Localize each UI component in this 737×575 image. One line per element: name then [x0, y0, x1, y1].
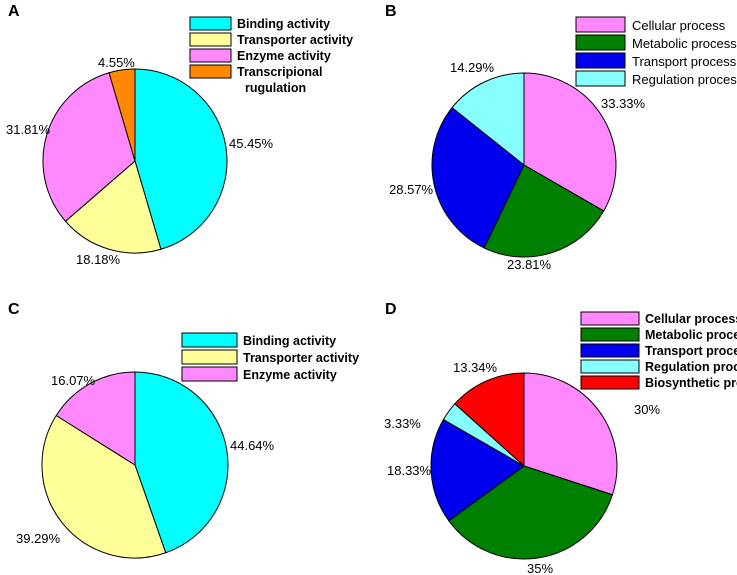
- slice-label-transporter-activity: 18.18%: [76, 252, 121, 267]
- legend: Binding activity Transporter activity Enzy…: [189, 16, 353, 95]
- legend-item-binding-activity: Binding activity: [189, 16, 330, 31]
- legend: Cellular process Metabolic process Transpo…: [580, 311, 737, 390]
- legend-label: Metabolic process: [645, 328, 737, 342]
- slice-label-enzyme-activity: 31.81%: [6, 122, 51, 137]
- pie-slice-cellular-process: [523, 72, 617, 212]
- legend-item-metabolic-process: Metabolic process: [575, 34, 737, 51]
- legend-swatch: [575, 16, 626, 33]
- legend-item-enzyme-activity: Enzyme activity: [189, 48, 331, 63]
- legend-label: rugulation: [245, 81, 306, 95]
- slice-label-metabolic-process: 35%: [527, 561, 553, 575]
- legend-label: Metabolic process: [632, 36, 737, 51]
- legend-label: Regulation process: [632, 72, 737, 87]
- pie-slice-metabolic-process: [448, 465, 614, 560]
- pie-slice-transport-process: [431, 106, 525, 249]
- slice-label-transport-process: 28.57%: [389, 182, 434, 197]
- legend-swatch: [580, 375, 640, 390]
- slice-label-enzyme-activity: 16.07%: [51, 373, 96, 388]
- legend-label: Binding activity: [237, 17, 330, 31]
- legend-swatch: [580, 359, 640, 374]
- legend-swatch: [181, 366, 238, 382]
- legend-item-metabolic-process: Metabolic process: [580, 327, 737, 342]
- legend-swatch: [575, 52, 626, 69]
- slice-label-metabolic-process: 23.81%: [507, 257, 552, 272]
- slice-label-cellular-process: 30%: [634, 402, 660, 417]
- legend-item-transporter-activity: Transporter activity: [181, 349, 359, 365]
- pie-slice-binding-activity: [134, 68, 228, 250]
- slice-label-regulation-process: 14.29%: [450, 60, 495, 75]
- legend-swatch: [189, 16, 232, 31]
- legend-label: Transport process: [632, 54, 737, 69]
- pie-slice-transcripional-rugulation: [108, 68, 136, 162]
- pie-slice-binding-activity: [134, 371, 229, 554]
- slice-label-transporter-activity: 39.29%: [16, 531, 61, 546]
- legend-item-transporter-activity: Transporter activity: [189, 32, 353, 47]
- legend-label: Biosynthetic process: [645, 376, 737, 390]
- legend-item-cellular-process: Cellular process: [575, 16, 726, 33]
- legend-label: Binding activity: [243, 334, 336, 348]
- pie-chart-a: A 45.45% 18.18% 31.81% 4.55% Binding activity…: [6, 3, 353, 267]
- legend-item-regulation-process: Regulation process: [575, 70, 737, 87]
- legend-item-binding-activity: Binding activity: [181, 332, 336, 348]
- legend-label: Cellular process: [645, 312, 737, 326]
- legend-swatch: [580, 343, 640, 358]
- legend-item-cellular-process: Cellular process: [580, 311, 737, 326]
- slice-label-binding-activity: 45.45%: [229, 136, 274, 151]
- legend-item-transport-process: Transport process: [575, 52, 737, 69]
- legend-swatch: [580, 311, 640, 326]
- pie-slice-regulation-process: [451, 72, 525, 167]
- legend-label: Cellular process: [632, 18, 726, 33]
- legend-swatch: [181, 332, 238, 348]
- panel-label-b: B: [385, 3, 397, 20]
- pie-slice-transporter-activity: [41, 414, 167, 559]
- panel-label-d: D: [385, 301, 397, 318]
- legend-swatch: [575, 34, 626, 51]
- legend-label: Regulation process: [645, 360, 737, 374]
- legend-label: Transport process: [645, 344, 737, 358]
- pie-slice-transporter-activity: [64, 160, 162, 254]
- pie-slice-transport-process: [430, 418, 525, 522]
- pie-slice-biosynthetic-process: [454, 372, 525, 468]
- pie-slice-metabolic-process: [483, 164, 605, 258]
- legend-item-transcripional-rugulation: Transcripional rugulation: [189, 64, 322, 95]
- legend: Binding activity Transporter activity Enzy…: [181, 332, 359, 382]
- slice-label-transport-process: 18.33%: [387, 463, 432, 478]
- slice-label-biosynthetic-process: 13.34%: [453, 360, 498, 375]
- panel-label-c: C: [8, 301, 20, 318]
- legend-item-enzyme-activity: Enzyme activity: [181, 366, 337, 382]
- pie-chart-d: D 30% 35% 18.33% 3.33% 13.34% Cellular process…: [384, 301, 737, 575]
- legend-item-biosynthetic-process: Biosynthetic process: [580, 375, 737, 390]
- slice-label-cellular-process: 33.33%: [601, 96, 646, 111]
- slice-label-binding-activity: 44.64%: [230, 438, 275, 453]
- legend-label: Transporter activity: [243, 351, 359, 365]
- pie-chart-c: C 44.64% 39.29% 16.07% Binding activity Trans…: [8, 301, 359, 559]
- pie-slice-cellular-process: [523, 372, 618, 496]
- pie-slice-enzyme-activity: [42, 72, 136, 222]
- legend: Cellular process Metabolic process Transpo…: [575, 16, 737, 87]
- slice-label-regulation-process: 3.33%: [384, 416, 421, 431]
- legend-swatch: [189, 32, 232, 47]
- panel-label-a: A: [8, 3, 20, 20]
- legend-item-transport-process: Transport process: [580, 343, 737, 358]
- legend-label: Enzyme activity: [243, 368, 337, 382]
- slice-label-transcripional-rugulation: 4.55%: [98, 55, 135, 70]
- legend-item-regulation-process: Regulation process: [580, 359, 737, 374]
- legend-swatch: [189, 64, 232, 79]
- legend-swatch: [189, 48, 232, 63]
- legend-label: Enzyme activity: [237, 49, 331, 63]
- pie-chart-b: B 33.33% 23.81% 28.57% 14.29% Cellular proces…: [385, 3, 737, 272]
- pie-slice-enzyme-activity: [55, 371, 136, 466]
- legend-label: Transcripional: [237, 65, 322, 79]
- legend-swatch: [580, 327, 640, 342]
- legend-swatch: [181, 349, 238, 365]
- legend-swatch: [575, 70, 626, 87]
- legend-label: Transporter activity: [237, 33, 353, 47]
